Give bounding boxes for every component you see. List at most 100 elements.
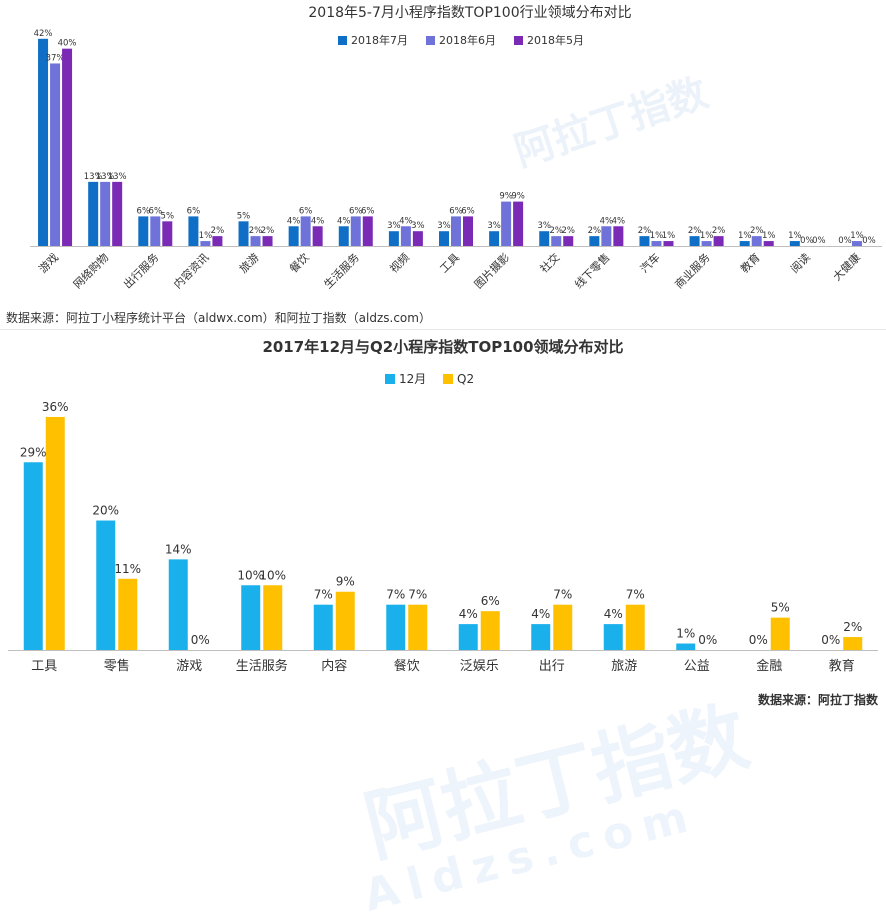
data-label: 3%	[537, 221, 551, 231]
x-tick-label: 金融	[756, 658, 782, 674]
bar	[386, 604, 406, 650]
bar	[603, 624, 623, 650]
data-label: 2%	[750, 226, 764, 236]
legend-swatch	[385, 374, 395, 384]
x-tick-label: 图片摄影	[471, 250, 512, 291]
data-label: 7%	[314, 588, 333, 602]
data-label: 0%	[191, 633, 210, 647]
x-tick-label: 生活服务	[321, 250, 362, 291]
data-label: 40%	[58, 39, 77, 49]
bar	[563, 236, 574, 246]
data-label: 6%	[449, 206, 463, 216]
data-label: 1%	[738, 231, 752, 241]
bar	[553, 604, 573, 650]
bar	[212, 236, 223, 246]
legend-label: 2018年7月	[351, 33, 408, 47]
x-tick-label: 旅游	[236, 250, 261, 275]
bar	[312, 226, 323, 246]
data-source-note: 数据来源：阿拉丁小程序统计平台（aldwx.com）和阿拉丁指数（aldzs.c…	[6, 311, 431, 325]
data-label: 1%	[650, 231, 664, 241]
legend-swatch	[514, 36, 523, 45]
data-label: 1%	[788, 231, 802, 241]
bar	[23, 462, 43, 650]
data-label: 1%	[662, 231, 676, 241]
legend-item: 2018年5月	[514, 33, 584, 47]
data-label: 0%	[800, 236, 814, 246]
x-tick-label: 阅读	[787, 250, 812, 275]
data-label: 4%	[612, 216, 626, 226]
bar	[188, 216, 199, 246]
x-tick-label: 线下零售	[571, 250, 612, 291]
bar	[408, 604, 428, 650]
x-tick-label: 大健康	[830, 250, 863, 283]
data-label: 4%	[287, 216, 301, 226]
chart-title: 2017年12月与Q2小程序指数TOP100领域分布对比	[262, 338, 623, 356]
bar	[138, 216, 149, 246]
legend-item: Q2	[443, 372, 474, 386]
data-label: 2%	[561, 226, 575, 236]
x-tick-label: 商业服务	[672, 250, 713, 291]
bar	[489, 231, 500, 246]
bar	[412, 231, 423, 246]
bar	[439, 231, 449, 246]
x-tick-label: 视频	[387, 250, 412, 275]
bar	[701, 241, 712, 246]
data-label: 4%	[531, 607, 550, 621]
bar	[241, 585, 261, 650]
data-label: 6%	[299, 206, 313, 216]
bar	[162, 221, 173, 246]
bar	[531, 624, 551, 650]
data-label: 37%	[46, 53, 65, 63]
legend-label: 2018年6月	[439, 33, 496, 47]
bar	[168, 559, 188, 650]
bar	[513, 201, 524, 246]
bar	[843, 637, 863, 650]
bar	[388, 231, 399, 246]
data-label: 6%	[461, 206, 475, 216]
legend-item: 2018年6月	[426, 33, 496, 47]
bar	[118, 578, 138, 650]
data-label: 7%	[553, 588, 572, 602]
bar	[50, 63, 61, 246]
bar	[539, 231, 550, 246]
bar	[639, 236, 650, 246]
data-label: 2%	[211, 226, 225, 236]
data-label: 5%	[237, 211, 251, 221]
bar	[463, 216, 473, 246]
data-label: 2%	[549, 226, 563, 236]
data-label: 7%	[626, 588, 645, 602]
bar	[335, 591, 355, 650]
bar	[350, 216, 361, 246]
data-label: 5%	[161, 211, 175, 221]
data-label: 2%	[688, 226, 702, 236]
data-label: 2%	[249, 226, 263, 236]
data-label: 2%	[588, 226, 602, 236]
legend-swatch	[426, 36, 435, 45]
data-label: 6%	[481, 594, 500, 608]
data-label: 42%	[34, 29, 53, 39]
data-label: 6%	[149, 206, 163, 216]
bar	[713, 236, 724, 246]
legend-swatch	[338, 36, 347, 45]
data-label: 6%	[137, 206, 151, 216]
data-label: 6%	[187, 206, 201, 216]
x-tick-label: 餐饮	[286, 250, 311, 275]
data-label: 1%	[762, 231, 776, 241]
data-label: 2%	[638, 226, 652, 236]
bar	[262, 236, 273, 246]
x-tick-label: 游戏	[36, 251, 61, 276]
data-label: 7%	[408, 588, 427, 602]
bar	[451, 216, 461, 246]
x-tick-label: 出行服务	[120, 250, 161, 291]
x-tick-label: 旅游	[611, 659, 637, 674]
bar	[751, 236, 762, 246]
x-tick-label: 餐饮	[394, 658, 420, 674]
legend-item: 2018年7月	[338, 33, 408, 47]
x-tick-label: 生活服务	[236, 658, 288, 674]
bar	[689, 236, 700, 246]
x-tick-label: 泛娱乐	[460, 659, 499, 674]
bar	[676, 643, 696, 650]
data-label: 9%	[336, 575, 355, 589]
data-label: 3%	[487, 221, 501, 231]
data-label: 2%	[261, 226, 275, 236]
